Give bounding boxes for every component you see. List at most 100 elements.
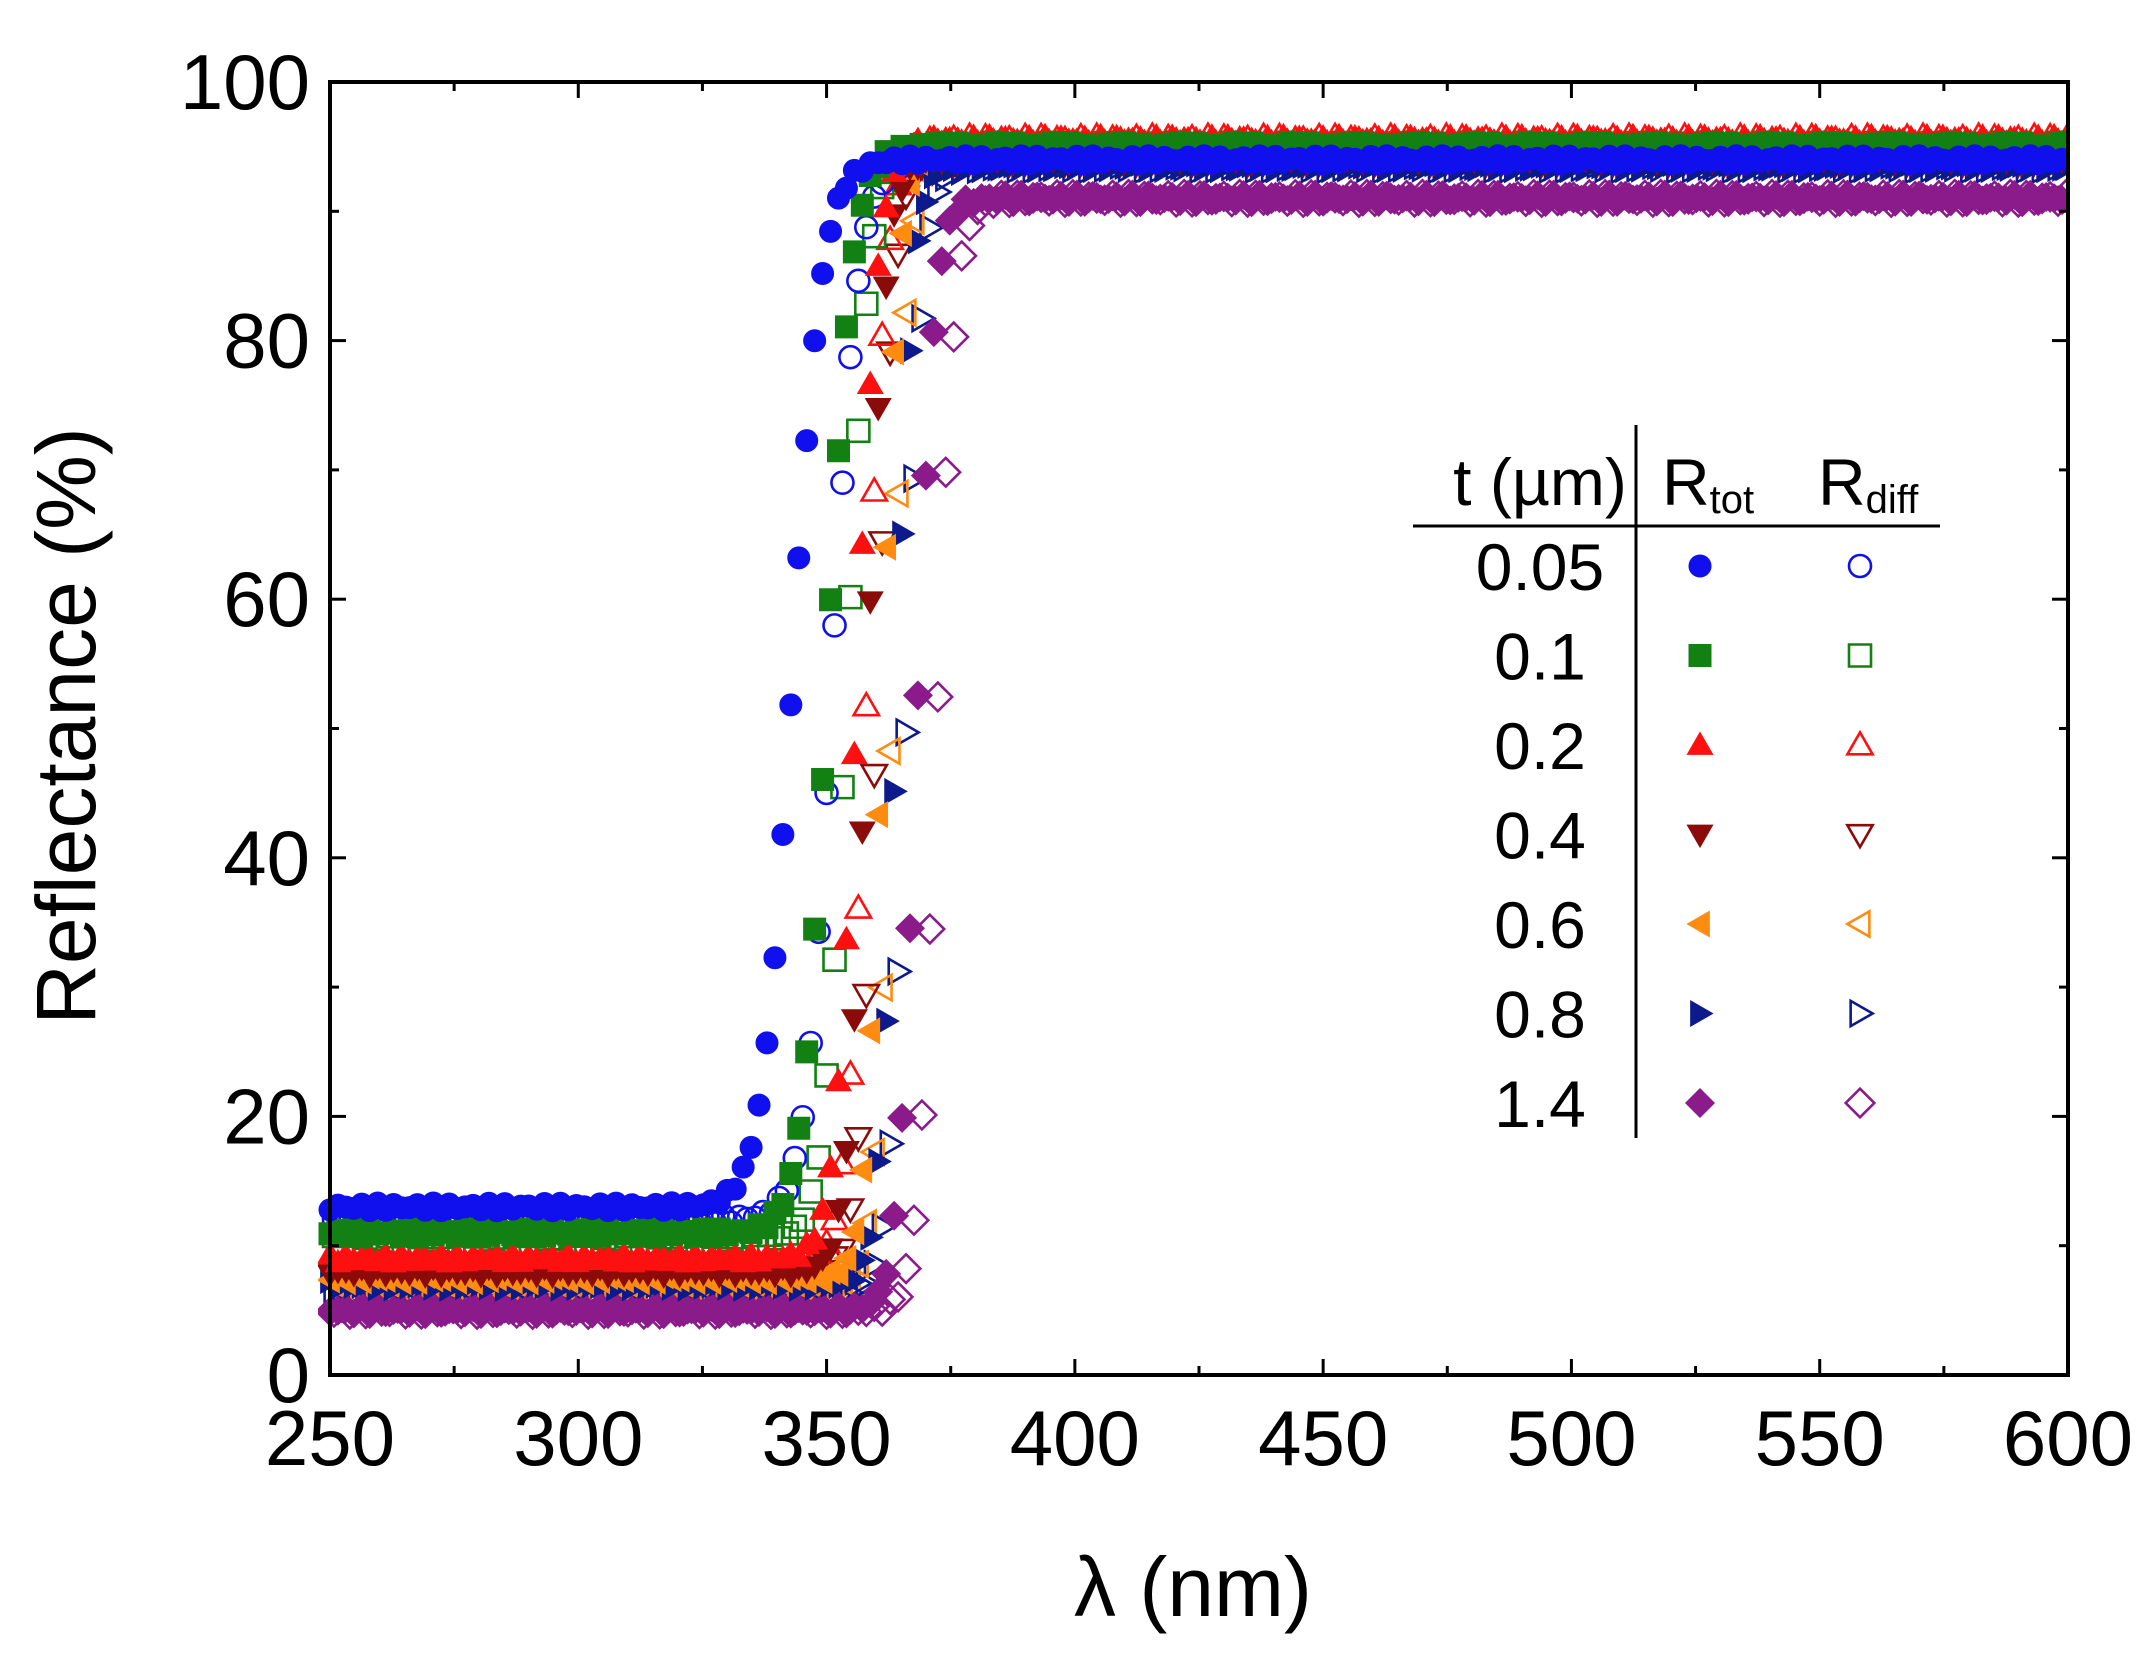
data-point — [827, 1148, 858, 1175]
legend-marker-rtot — [1684, 1087, 1716, 1119]
data-point — [795, 429, 819, 453]
data-point — [859, 475, 890, 502]
data-point — [887, 1102, 918, 1133]
data-point — [822, 613, 847, 638]
data-point — [811, 262, 835, 286]
data-point — [851, 690, 882, 717]
data-point — [785, 1243, 813, 1267]
data-point — [856, 591, 884, 615]
legend-thickness-label: 0.6 — [1494, 888, 1586, 962]
legend-marker-rdiff — [1843, 1086, 1877, 1120]
data-point — [771, 822, 795, 846]
legend-marker-rtot — [1690, 999, 1714, 1028]
data-point — [929, 456, 962, 489]
data-point — [843, 892, 874, 919]
y-tick-label: 40 — [223, 814, 310, 902]
y-tick-label: 20 — [223, 1072, 310, 1160]
data-point — [856, 370, 884, 394]
data-point — [840, 1009, 868, 1033]
data-point — [884, 777, 908, 805]
data-markers — [318, 121, 2069, 1331]
x-tick-label: 300 — [513, 1394, 643, 1482]
data-point — [2047, 185, 2069, 216]
legend-marker-rdiff — [1845, 823, 1875, 850]
data-point — [850, 193, 874, 217]
data-point — [926, 246, 957, 277]
legend-marker-rtot — [1686, 731, 1714, 755]
data-point — [834, 315, 858, 339]
legend-thickness-label: 0.8 — [1494, 978, 1586, 1052]
data-point — [859, 763, 890, 790]
data-point — [787, 1116, 811, 1140]
data-point — [851, 983, 882, 1010]
data-point — [883, 243, 913, 270]
data-point — [895, 717, 922, 748]
data-point — [819, 219, 843, 243]
data-point — [795, 1040, 819, 1064]
data-point — [874, 736, 901, 766]
legend-thickness-label: 0.2 — [1494, 709, 1586, 783]
data-point — [911, 303, 938, 334]
data-point — [755, 1031, 779, 1055]
data-point — [803, 917, 827, 941]
series-0.05-Rtot — [318, 144, 2069, 1223]
data-point — [871, 1258, 902, 1289]
data-point — [787, 546, 811, 570]
y-tick-label: 0 — [267, 1331, 310, 1419]
y-tick-label: 60 — [223, 555, 310, 643]
data-point — [779, 1161, 803, 1185]
data-point — [832, 1244, 857, 1272]
data-point — [811, 768, 835, 792]
data-point — [848, 821, 876, 846]
data-point — [889, 1252, 923, 1285]
legend-marker-rtot — [1688, 554, 1712, 578]
data-point — [832, 1141, 860, 1165]
data-point — [832, 925, 860, 950]
data-point — [809, 1196, 837, 1220]
data-point — [919, 212, 946, 243]
y-tick-label: 80 — [223, 297, 310, 385]
data-point — [747, 1093, 771, 1117]
data-point — [871, 1212, 898, 1242]
legend: t (µm) Rtot Rdiff 0.05 0.1 0.2 0.4 0.6 0.8 1.4 — [1413, 425, 1940, 1141]
x-tick-label: 350 — [762, 1394, 892, 1482]
data-point — [879, 1200, 910, 1231]
data-point — [817, 1153, 845, 1178]
data-point — [838, 344, 863, 370]
data-point — [882, 478, 909, 509]
data-point — [910, 460, 941, 491]
legend-marker-rdiff — [1847, 553, 1873, 579]
data-point — [890, 297, 917, 328]
x-tick-label: 500 — [1506, 1394, 1636, 1482]
data-point — [723, 1177, 747, 1201]
data-point — [927, 177, 954, 207]
data-point — [803, 329, 827, 353]
x-tick-label: 600 — [2003, 1394, 2133, 1482]
data-point — [872, 276, 900, 301]
data-point — [835, 1058, 866, 1085]
data-point — [779, 693, 803, 717]
data-point — [902, 680, 933, 711]
data-point — [846, 268, 871, 294]
data-point — [918, 317, 949, 348]
data-point — [879, 1128, 906, 1159]
data-point — [867, 320, 898, 347]
legend-header-rtot: Rtot — [1662, 445, 1754, 522]
legend-thickness-label: 0.1 — [1494, 620, 1586, 694]
data-point — [739, 1135, 763, 1159]
axes: 250 300 350 400 450 500 550 600 0 20 40 60 80 100 — [180, 38, 2133, 1482]
data-point — [853, 291, 879, 317]
data-point — [840, 740, 868, 765]
data-point — [840, 1218, 865, 1246]
data-point — [894, 913, 926, 944]
x-tick-label: 550 — [1755, 1394, 1885, 1482]
data-point — [916, 188, 940, 216]
data-point — [848, 530, 876, 554]
data-point — [864, 801, 889, 829]
data-point — [843, 1127, 874, 1153]
data-point — [856, 1017, 881, 1045]
legend-marker-rdiff — [1849, 998, 1876, 1029]
legend-header-thickness: t (µm) — [1453, 445, 1627, 519]
data-point — [771, 1192, 795, 1216]
legend-thickness-label: 0.4 — [1494, 799, 1586, 873]
